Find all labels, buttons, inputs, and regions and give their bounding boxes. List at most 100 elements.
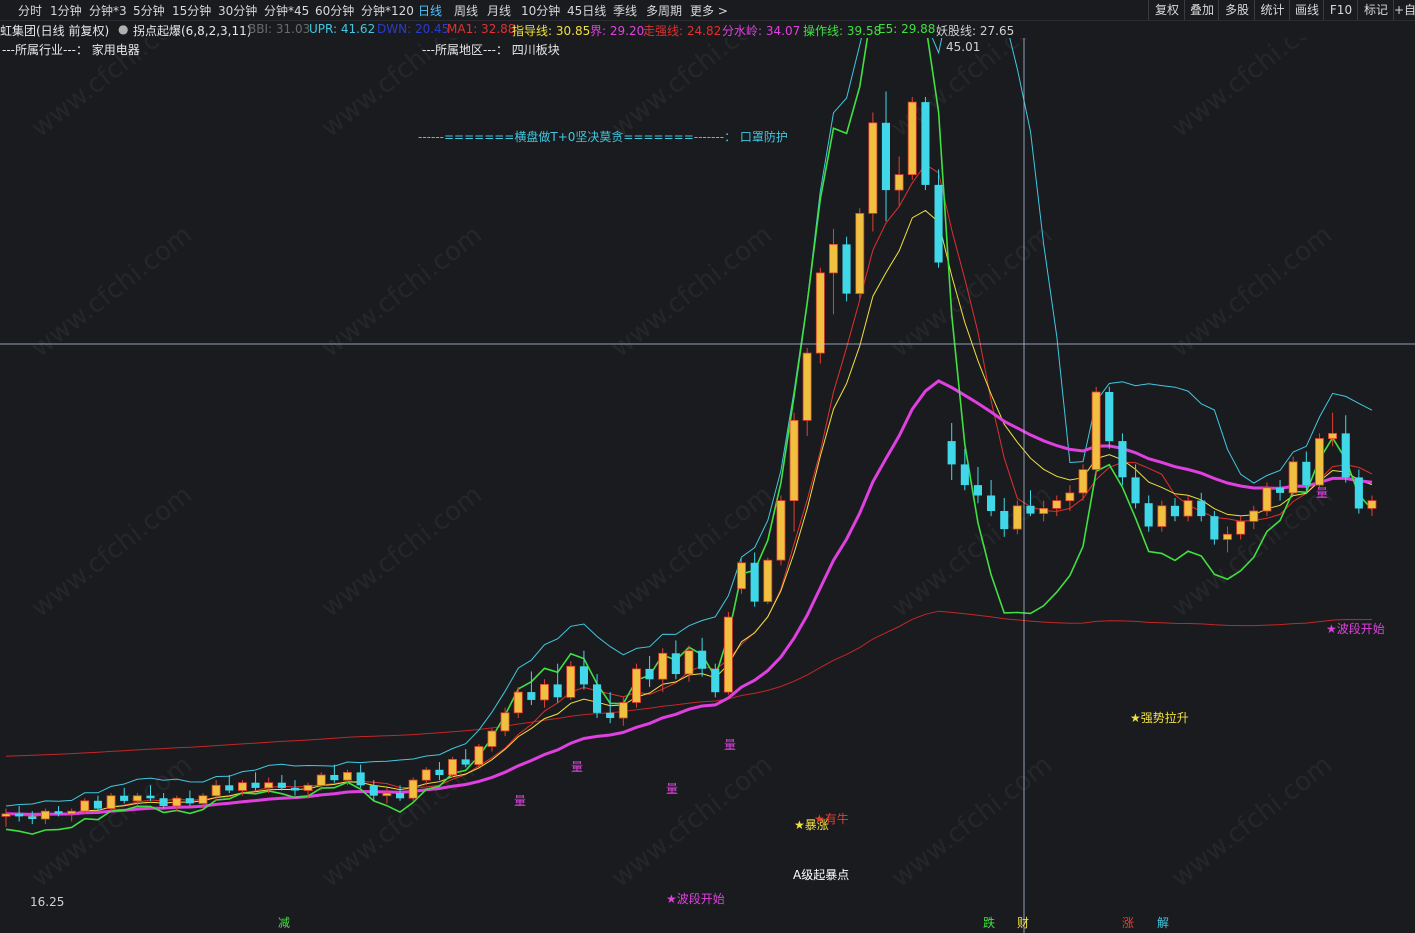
candle-1 [15,806,24,822]
toolbar-button-1[interactable]: 叠加 [1184,0,1219,20]
candle-body-99 [1302,461,1311,486]
candle-body-15 [198,795,208,804]
candle-56 [737,557,747,594]
candle-63 [829,228,838,315]
candle-body-30 [396,793,405,799]
candle-52 [684,645,694,682]
candlestick-chart[interactable]: www.cfchi.com www.cfchi.com www.cfchi.com w… [0,38,1415,933]
timeframe-tab-5[interactable]: 30分钟 [218,4,258,18]
candle-27 [356,764,365,788]
timeframe-tab-1[interactable]: 1分钟 [50,4,82,18]
candle-15 [198,793,208,809]
candle-body-19 [251,782,260,788]
candle-body-100 [1315,438,1324,486]
candle-body-85 [1118,441,1127,478]
candle-body-80 [1052,500,1062,509]
candle-87 [1144,495,1153,532]
candle-body-44 [579,666,588,685]
candle-73 [960,448,969,491]
candle-7 [93,795,102,812]
candle-body-86 [1131,477,1140,504]
candle-body-79 [1039,507,1049,514]
candle-body-39 [513,691,523,714]
watermark-text-11: www.cfchi.com [316,220,488,364]
candle-4 [54,806,63,817]
candle-body-75 [987,495,996,511]
candle-26 [342,769,352,786]
timeframe-tab-11[interactable]: 月线 [487,4,512,18]
candle-10 [132,793,142,807]
candle-body-34 [448,759,458,776]
candle-body-31 [408,779,418,799]
candle-31 [408,777,418,801]
candle-body-66 [868,122,878,214]
candle-97 [1276,479,1285,501]
candle-82 [1078,464,1088,501]
candle-body-70 [921,102,930,185]
candle-42 [553,663,562,703]
timeframe-tab-0[interactable]: 分时 [18,4,43,18]
candle-body-58 [763,559,773,603]
candle-93 [1223,526,1232,553]
candle-body-16 [211,784,221,797]
timeframe-tab-8[interactable]: 分钟*120 [361,4,414,18]
timeframe-tab-10[interactable]: 周线 [454,4,479,18]
candle-85 [1118,433,1127,486]
candle-16 [211,780,221,801]
candle-40 [527,671,536,706]
candle-35 [461,749,470,768]
toolbar-button-0[interactable]: 复权 [1148,0,1185,20]
timeframe-tab-13[interactable]: 45日线 [567,4,607,18]
timeframe-tab-16[interactable]: 更多 > [690,4,728,18]
candle-body-13 [172,797,182,807]
candle-body-57 [750,562,759,602]
industry-label: ---所属行业---： 家用电器 [2,43,140,57]
timeframe-tab-14[interactable]: 季线 [613,4,638,18]
candle-body-52 [684,650,694,675]
toolbar-button-2[interactable]: 多股 [1218,0,1255,20]
toolbar: 分时 1分钟 分钟*3 5分钟 15分钟 30分钟 分钟*45 60分钟 分钟*120 日线 周线月… [0,0,1415,21]
candle-body-54 [711,668,720,693]
volume-mark-2: 量 [571,760,584,774]
legend-item-4: 指导线: 30.85 [512,24,591,38]
candle-body-0 [1,813,11,817]
candle-58 [763,557,773,605]
timeframe-tab-9[interactable]: 日线 [418,4,443,18]
candle-body-37 [487,730,497,747]
legend-item-1: UPR: 41.62 [309,22,376,36]
timeframe-tab-12[interactable]: 10分钟 [521,4,561,18]
timeframe-tab-3[interactable]: 5分钟 [133,4,165,18]
candle-92 [1210,510,1219,545]
candle-body-45 [593,684,602,713]
timeframe-tab-2[interactable]: 分钟*3 [89,4,127,18]
indicator-settings-icon[interactable]: ● [118,22,129,36]
candle-38 [500,707,510,737]
wave-start-label-2: ★波段开始 [1326,622,1385,636]
candle-33 [435,762,444,781]
timeframe-tab-6[interactable]: 分钟*45 [264,4,310,18]
candle-84 [1105,386,1114,449]
candle-body-56 [737,562,747,590]
candle-75 [987,479,996,517]
candle-body-53 [698,650,707,669]
candle-90 [1183,495,1193,522]
toolbar-button-4[interactable]: 画线 [1289,0,1324,20]
timeframe-tab-4[interactable]: 15分钟 [172,4,212,18]
timeframe-tab-15[interactable]: 多周期 [646,4,683,18]
bottom-mark-zhang: 涨 [1122,916,1135,930]
toolbar-button-5[interactable]: F10 [1323,0,1358,20]
candle-65 [855,208,865,299]
candle-69 [907,96,917,180]
candle-36 [474,743,484,768]
toolbar-button-6[interactable]: 标记 [1357,0,1394,20]
candle-body-101 [1328,432,1338,439]
timeframe-tab-7[interactable]: 60分钟 [315,4,355,18]
toolbar-button-3[interactable]: 统计 [1254,0,1290,20]
candle-29 [382,787,392,804]
candle-body-40 [527,692,536,700]
candle-19 [251,772,260,791]
watermark-text-5: www.cfchi.com [26,480,198,624]
toolbar-button-7[interactable]: +自 [1393,0,1415,20]
candle-body-97 [1276,487,1285,493]
candle-39 [513,686,523,719]
